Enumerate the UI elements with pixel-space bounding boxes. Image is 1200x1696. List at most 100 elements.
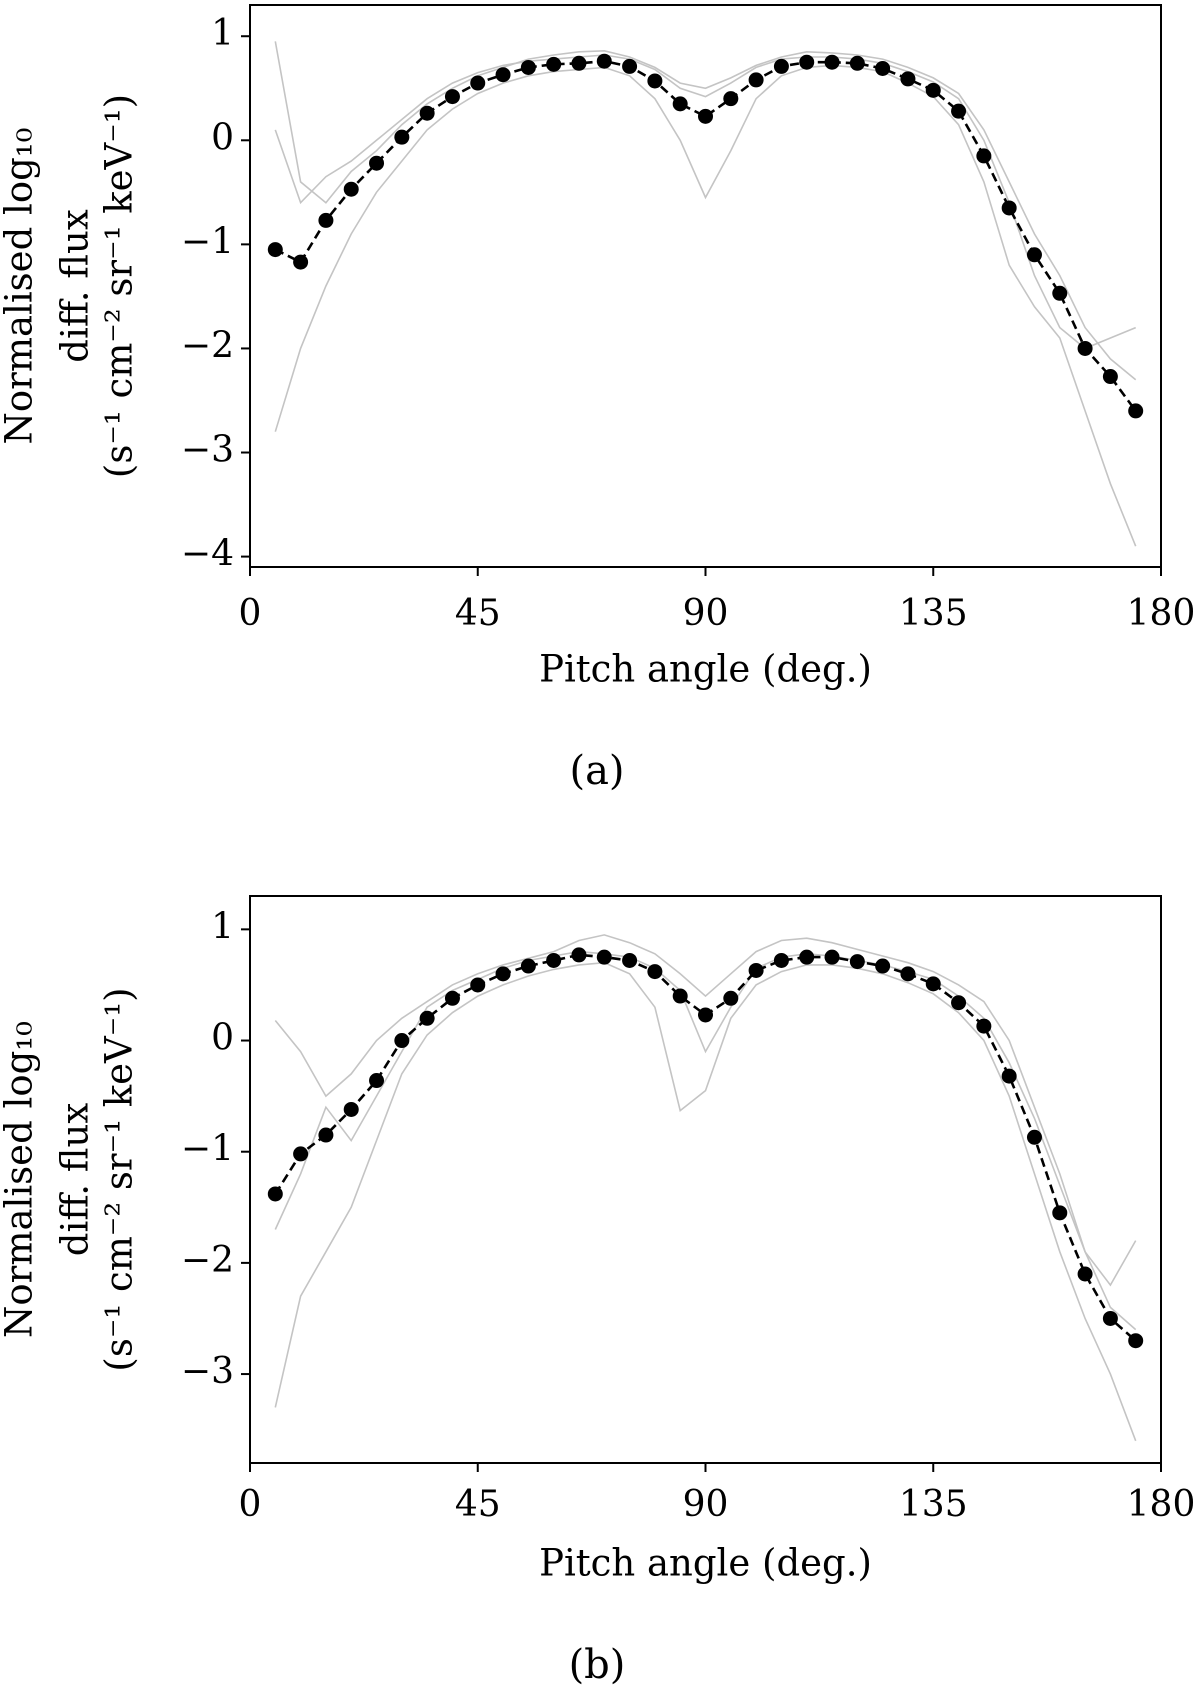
profile-line	[274, 54, 1137, 350]
mean-point	[444, 990, 460, 1006]
mean-point	[698, 108, 713, 124]
y-axis-label: Normalised log₁₀	[0, 1021, 41, 1338]
mean-point	[799, 949, 815, 965]
axes-frame	[249, 4, 1162, 568]
mean-point	[1077, 340, 1093, 356]
mean-point	[394, 129, 410, 145]
y-axis-label: (s⁻¹ cm⁻² sr⁻¹ keV⁻¹)	[98, 94, 141, 478]
mean-point	[369, 1073, 385, 1089]
x-tick-label: 90	[683, 593, 729, 634]
y-tick-label: −3	[181, 1351, 234, 1392]
mean-point	[875, 958, 891, 974]
y-tick-label: −4	[181, 534, 234, 575]
x-tick-label: 0	[239, 593, 262, 634]
y-tick-label: 1	[211, 13, 234, 54]
y-tick-label: −2	[181, 325, 234, 366]
profile-line	[274, 934, 1137, 1287]
axes-frame	[249, 895, 1162, 1464]
plot-area	[267, 934, 1144, 1442]
mean-point	[267, 242, 283, 258]
mean-point	[470, 977, 486, 993]
y-tick-label: 1	[211, 906, 234, 947]
y-tick-label: −1	[181, 1129, 234, 1170]
mean-point	[318, 212, 334, 228]
mean-point	[672, 988, 688, 1004]
mean-point	[647, 73, 663, 89]
mean-point	[672, 96, 688, 112]
y-axis-label: diff. flux	[54, 209, 97, 363]
mean-point	[267, 1186, 283, 1202]
mean-point	[318, 1127, 334, 1143]
mean-point	[698, 1007, 713, 1023]
mean-point	[1128, 1333, 1144, 1349]
mean-point	[900, 71, 916, 87]
mean-point	[596, 53, 612, 69]
mean-point	[925, 976, 941, 992]
mean-point	[875, 60, 891, 76]
y-tick-label: −2	[181, 1240, 234, 1281]
mean-point	[849, 954, 865, 970]
y-tick-label: 0	[211, 1018, 234, 1059]
y-axis-label: Normalised log₁₀	[0, 128, 41, 445]
mean-point	[976, 1018, 992, 1034]
x-tick-label: 135	[899, 1484, 968, 1525]
mean-point	[824, 949, 840, 965]
mean-point	[900, 966, 916, 982]
mean-point	[470, 75, 486, 91]
mean-point	[925, 82, 941, 98]
mean-point	[444, 89, 460, 105]
mean-point	[799, 54, 815, 70]
mean-point	[723, 990, 739, 1006]
mean-line	[274, 59, 1137, 412]
mean-point	[1102, 369, 1118, 385]
y-axis-label: (s⁻¹ cm⁻² sr⁻¹ keV⁻¹)	[98, 987, 141, 1371]
mean-point	[520, 59, 536, 75]
mean-point	[748, 962, 764, 978]
x-tick-label: 135	[899, 593, 968, 634]
mean-point	[369, 155, 385, 171]
y-tick-label: −3	[181, 430, 234, 471]
x-tick-label: 90	[683, 1484, 729, 1525]
x-tick-label: 0	[239, 1484, 262, 1525]
mean-point	[1026, 1129, 1042, 1145]
profile-line	[274, 961, 1137, 1442]
mean-point	[1052, 285, 1068, 301]
mean-point	[495, 966, 511, 982]
mean-point	[1026, 247, 1042, 263]
mean-point	[951, 995, 967, 1011]
x-tick-label: 180	[1127, 1484, 1196, 1525]
mean-point	[546, 952, 562, 968]
mean-point	[622, 952, 638, 968]
mean-point	[571, 55, 587, 71]
profile-line	[274, 41, 1137, 381]
mean-point	[495, 67, 511, 83]
mean-point	[343, 1101, 359, 1117]
mean-point	[546, 56, 562, 72]
mean-point	[723, 91, 739, 107]
mean-point	[596, 949, 612, 965]
profile-line	[274, 950, 1137, 1331]
mean-point	[849, 55, 865, 71]
x-tick-label: 45	[455, 1484, 501, 1525]
mean-point	[419, 105, 435, 121]
mean-point	[951, 103, 967, 119]
mean-point	[773, 58, 789, 74]
mean-point	[748, 72, 764, 88]
mean-point	[773, 952, 789, 968]
mean-point	[1128, 403, 1144, 419]
mean-point	[1001, 1068, 1017, 1084]
subplot: 0 45 90 135 180 −4 −3 −2 −1 0 1 Pitch angle (deg.) N…	[0, 4, 1196, 794]
mean-point	[1052, 1205, 1068, 1221]
mean-point	[343, 181, 359, 197]
mean-point	[293, 254, 309, 270]
mean-point	[824, 54, 840, 70]
y-tick-label: 0	[211, 117, 234, 158]
x-tick-label: 180	[1127, 593, 1196, 634]
x-axis-label: Pitch angle (deg.)	[539, 648, 872, 691]
mean-point	[1077, 1266, 1093, 1282]
subplot: 0 45 90 135 180 −3 −2 −1 0 1 Pitch angle (deg.) Nor…	[0, 895, 1196, 1688]
mean-point	[394, 1033, 410, 1049]
caption: (b)	[569, 1642, 626, 1688]
